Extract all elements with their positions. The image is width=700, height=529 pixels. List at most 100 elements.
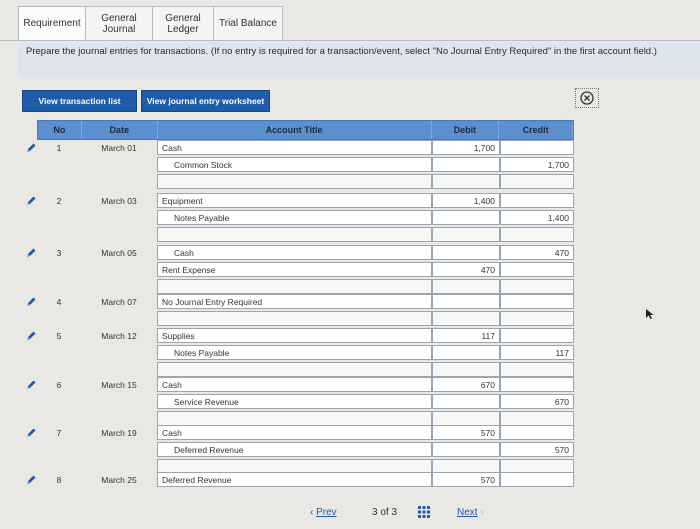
account-title-text: Cash <box>162 379 182 390</box>
debit-field[interactable] <box>432 311 500 326</box>
credit-field[interactable] <box>500 174 574 189</box>
credit-field[interactable] <box>500 262 574 277</box>
debit-field[interactable] <box>432 245 500 260</box>
debit-field[interactable] <box>432 411 500 426</box>
debit-field[interactable]: 1,400 <box>432 193 500 208</box>
credit-field[interactable]: 470 <box>500 245 574 260</box>
account-title-text: Deferred Revenue <box>174 444 244 455</box>
cell-date: March 03 <box>101 195 137 206</box>
debit-field[interactable] <box>432 345 500 360</box>
debit-field[interactable] <box>432 174 500 189</box>
debit-field[interactable]: 670 <box>432 377 500 392</box>
credit-field[interactable] <box>500 472 574 487</box>
account-title-field[interactable] <box>157 311 432 326</box>
prev-button[interactable]: ‹ Prev <box>310 507 337 518</box>
pencil-icon[interactable] <box>25 330 37 342</box>
debit-field[interactable] <box>432 294 500 309</box>
cell-date: March 12 <box>101 330 137 341</box>
debit-field[interactable]: 470 <box>432 262 500 277</box>
debit-field[interactable]: 117 <box>432 328 500 343</box>
credit-field[interactable] <box>500 227 574 242</box>
view-transaction-list-button[interactable]: View transaction list <box>22 90 137 112</box>
credit-field[interactable] <box>500 193 574 208</box>
cell-date <box>81 442 157 457</box>
account-title-field[interactable] <box>157 279 432 294</box>
debit-field[interactable] <box>432 442 500 457</box>
credit-field[interactable] <box>500 140 574 155</box>
cell-date <box>81 345 157 360</box>
credit-field[interactable] <box>500 362 574 377</box>
account-title-field[interactable]: Deferred Revenue <box>157 442 432 457</box>
debit-field[interactable] <box>432 394 500 409</box>
credit-field[interactable] <box>500 311 574 326</box>
credit-field[interactable]: 570 <box>500 442 574 457</box>
debit-field[interactable] <box>432 279 500 294</box>
pencil-icon[interactable] <box>25 379 37 391</box>
view-journal-worksheet-button[interactable]: View journal entry worksheet <box>141 90 270 112</box>
account-title-field[interactable]: Equipment <box>157 193 432 208</box>
credit-field[interactable] <box>500 294 574 309</box>
cell-date <box>81 394 157 409</box>
account-title-field[interactable]: Deferred Revenue <box>157 472 432 487</box>
table-header: No Date Account Title Debit Credit <box>37 120 574 140</box>
account-title-text: Deferred Revenue <box>162 474 232 485</box>
pencil-icon[interactable] <box>25 474 37 486</box>
credit-field[interactable] <box>500 377 574 392</box>
account-title-field[interactable]: Cash <box>157 377 432 392</box>
instruction-text: Prepare the journal entries for transact… <box>26 46 657 57</box>
debit-field[interactable] <box>432 157 500 172</box>
tab-general-ledger[interactable]: General Ledger <box>152 6 214 40</box>
tab-general-journal[interactable]: General Journal <box>85 6 153 40</box>
cell-date <box>81 411 157 426</box>
account-title-text: Cash <box>162 142 182 153</box>
debit-field[interactable] <box>432 362 500 377</box>
account-title-field[interactable] <box>157 174 432 189</box>
grid-icon[interactable] <box>418 506 430 518</box>
account-title-field[interactable] <box>157 362 432 377</box>
credit-field[interactable]: 1,400 <box>500 210 574 225</box>
account-title-text: Cash <box>162 427 182 438</box>
pencil-icon[interactable] <box>25 296 37 308</box>
credit-field[interactable]: 670 <box>500 394 574 409</box>
cell-date: March 07 <box>101 296 137 307</box>
account-title-field[interactable]: Cash <box>157 140 432 155</box>
credit-field[interactable]: 117 <box>500 345 574 360</box>
account-title-field[interactable]: Notes Payable <box>157 210 432 225</box>
account-title-field[interactable]: Rent Expense <box>157 262 432 277</box>
account-title-field[interactable] <box>157 411 432 426</box>
debit-field[interactable]: 1,700 <box>432 140 500 155</box>
debit-field[interactable]: 570 <box>432 425 500 440</box>
pencil-icon[interactable] <box>25 427 37 439</box>
close-button[interactable] <box>575 88 599 108</box>
cell-no: 7 <box>56 427 62 438</box>
debit-field[interactable] <box>432 227 500 242</box>
account-title-field[interactable]: Cash <box>157 425 432 440</box>
credit-field[interactable] <box>500 328 574 343</box>
account-title-field[interactable]: Service Revenue <box>157 394 432 409</box>
debit-field[interactable]: 570 <box>432 472 500 487</box>
account-title-field[interactable]: No Journal Entry Required <box>157 294 432 309</box>
tab-trial-balance[interactable]: Trial Balance <box>213 6 283 40</box>
cell-date: March 05 <box>101 247 137 258</box>
debit-field[interactable] <box>432 210 500 225</box>
pencil-icon[interactable] <box>25 247 37 259</box>
tab-label-line: Journal <box>102 23 136 35</box>
account-title-field[interactable]: Notes Payable <box>157 345 432 360</box>
cursor-icon <box>646 309 654 319</box>
next-button[interactable]: Next › <box>457 507 484 518</box>
pencil-icon[interactable] <box>25 195 37 207</box>
account-title-field[interactable]: Supplies <box>157 328 432 343</box>
pencil-icon[interactable] <box>25 142 37 154</box>
total-pages: 3 <box>391 507 398 518</box>
prev-label: Prev <box>316 507 337 518</box>
credit-field[interactable] <box>500 425 574 440</box>
account-title-field[interactable]: Cash <box>157 245 432 260</box>
credit-field[interactable] <box>500 279 574 294</box>
credit-field[interactable]: 1,700 <box>500 157 574 172</box>
tab-requirement[interactable]: Requirement <box>18 6 86 40</box>
header-credit: Credit <box>499 121 573 139</box>
account-title-field[interactable] <box>157 227 432 242</box>
account-title-field[interactable]: Common Stock <box>157 157 432 172</box>
credit-field[interactable] <box>500 411 574 426</box>
cell-no: 1 <box>56 142 62 153</box>
